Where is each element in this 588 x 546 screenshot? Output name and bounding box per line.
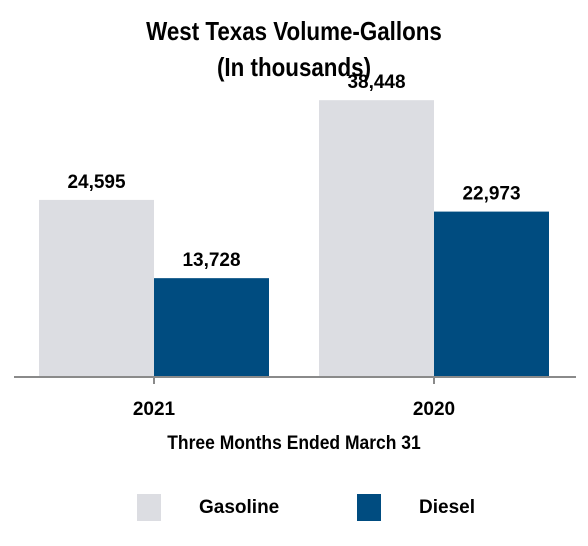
legend: Gasoline Diesel: [0, 494, 588, 526]
bar-diesel-2020: [434, 211, 549, 377]
legend-label-diesel: Diesel: [419, 496, 475, 518]
legend-item-gasoline: Gasoline: [137, 494, 279, 521]
legend-swatch-diesel: [357, 494, 381, 521]
bar-gasoline-2020: [319, 100, 434, 377]
x-axis-label: Three Months Ended March 31: [167, 433, 421, 454]
bar-gasoline-2021: [39, 199, 154, 377]
chart-title: West Texas Volume-Gallons: [146, 16, 442, 46]
x-tick-label-2021: 2021: [133, 399, 176, 420]
data-label-gasoline-2020: 38,448: [347, 72, 405, 93]
legend-swatch-gasoline: [137, 494, 161, 521]
bar-diesel-2021: [154, 278, 269, 377]
legend-item-diesel: Diesel: [357, 494, 475, 521]
data-label-diesel-2021: 13,728: [182, 250, 240, 271]
chart-subtitle: (In thousands): [216, 52, 372, 82]
x-tick-label-2020: 2020: [413, 399, 455, 420]
data-label-diesel-2020: 22,973: [462, 184, 520, 205]
legend-label-gasoline: Gasoline: [199, 496, 280, 518]
data-label-gasoline-2021: 24,595: [67, 172, 126, 193]
